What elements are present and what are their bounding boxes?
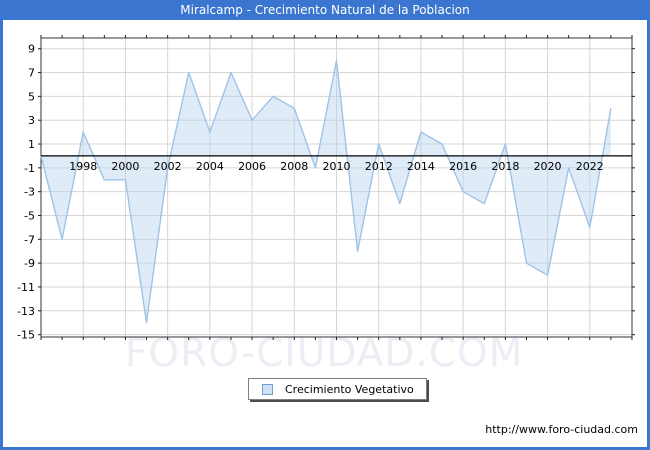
y-tick-label: -9 [24,257,35,270]
y-tick-label: 9 [28,43,35,56]
y-tick-label: -1 [24,162,35,175]
x-tick-label: 2020 [534,160,562,173]
y-tick-label: 1 [28,138,35,151]
chart-canvas [3,20,647,447]
x-tick-label: 2018 [491,160,519,173]
y-tick-label: -7 [24,233,35,246]
y-tick-label: 5 [28,90,35,103]
y-tick-label: -11 [17,281,35,294]
legend-label: Crecimiento Vegetativo [285,382,414,396]
x-tick-label: 2008 [280,160,308,173]
y-tick-label: -15 [17,329,35,342]
x-tick-label: 2010 [323,160,351,173]
y-tick-label: 7 [28,67,35,80]
x-tick-label: 2016 [449,160,477,173]
x-tick-label: 2000 [111,160,139,173]
title-bar: Miralcamp - Crecimiento Natural de la Po… [0,0,650,20]
gridlines [40,37,633,338]
area-series [40,59,632,324]
axis-ticks [38,35,635,340]
legend-box: Crecimiento Vegetativo [248,378,427,400]
y-tick-label: -5 [24,209,35,222]
x-tick-label: 2006 [238,160,266,173]
axis-labels: 1998 2000 2002 2004 2006 2008 2010 2012 2014 2016… [17,43,604,342]
x-tick-label: 2014 [407,160,435,173]
footer-url: http://www.foro-ciudad.com [485,423,638,436]
y-tick-label: -3 [24,186,35,199]
watermark-text: FORO-CIUDAD.COM [125,331,524,376]
x-tick-label: 2002 [154,160,182,173]
x-tick-label: 2022 [576,160,604,173]
x-tick-label: 2012 [365,160,393,173]
legend-swatch-icon [262,383,273,395]
y-tick-label: -13 [17,305,35,318]
x-tick-label: 2004 [196,160,224,173]
x-tick-label: 1998 [69,160,97,173]
y-tick-label: 3 [28,114,35,127]
chart-title: Miralcamp - Crecimiento Natural de la Po… [180,3,470,17]
